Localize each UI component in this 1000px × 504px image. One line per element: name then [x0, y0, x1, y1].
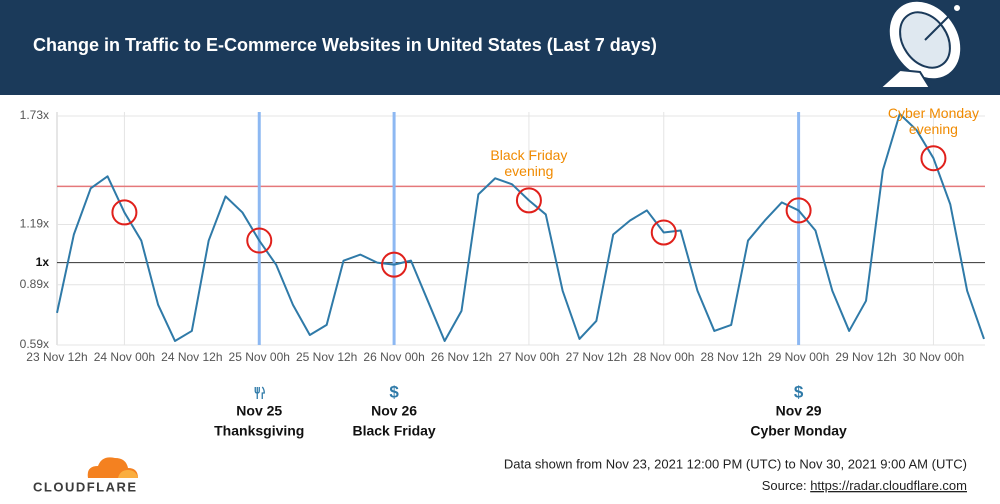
highlight-circle [381, 251, 408, 278]
event-date: Nov 26 [371, 403, 417, 419]
x-tick-label: 25 Nov 00h [229, 350, 290, 364]
knife [261, 386, 265, 399]
x-tick-label: 30 Nov 00h [903, 350, 964, 364]
x-tick-label: 27 Nov 00h [498, 350, 559, 364]
y-tick-label: 0.89x [20, 277, 49, 291]
source-label: Source: [762, 478, 807, 493]
x-tick-label: 24 Nov 00h [94, 350, 155, 364]
x-tick-label: 29 Nov 00h [768, 350, 829, 364]
highlight-circle [515, 187, 542, 214]
event-label: Cyber Monday [750, 423, 847, 439]
x-tick-label: 24 Nov 12h [161, 350, 222, 364]
header-band [0, 0, 1000, 95]
chart-title: Change in Traffic to E-Commerce Websites… [33, 35, 657, 55]
source-link[interactable]: https://radar.cloudflare.com [810, 478, 967, 493]
highlight-circle [650, 219, 677, 246]
annotation: Cyber Monday [888, 105, 979, 121]
x-tick-label: 28 Nov 12h [700, 350, 761, 364]
highlight-circle [920, 145, 947, 172]
event-icon: $ [389, 382, 399, 401]
event-icon: $ [794, 382, 804, 401]
event-label: Thanksgiving [214, 423, 304, 439]
footer-source: Source: https://radar.cloudflare.com [762, 478, 967, 493]
cloudflare-logo [87, 457, 138, 478]
y-tick-label: 0.59x [20, 337, 49, 351]
x-tick-label: 28 Nov 00h [633, 350, 694, 364]
fork [254, 387, 260, 399]
event-date: Nov 29 [776, 403, 822, 419]
highlight-circle [785, 197, 812, 224]
satellite-icon [877, 0, 963, 89]
event-date: Nov 25 [236, 403, 282, 419]
event-label: Black Friday [352, 423, 435, 439]
y-tick-label: 1x [36, 255, 50, 269]
highlight-circle [246, 227, 273, 254]
annotation: evening [504, 163, 553, 179]
annotation: Black Friday [490, 147, 567, 163]
x-tick-label: 27 Nov 12h [566, 350, 627, 364]
y-tick-label: 1.19x [20, 217, 49, 231]
x-tick-label: 23 Nov 12h [26, 350, 87, 364]
highlight-circle [111, 199, 138, 226]
x-tick-label: 26 Nov 12h [431, 350, 492, 364]
x-tick-label: 26 Nov 00h [363, 350, 424, 364]
logo-text: CLOUDFLARE [33, 479, 138, 494]
annotation: evening [909, 121, 958, 137]
event-icon [254, 386, 265, 399]
x-tick-label: 25 Nov 12h [296, 350, 357, 364]
y-tick-label: 1.73x [20, 108, 49, 122]
x-tick-label: 29 Nov 12h [835, 350, 896, 364]
footer-note: Data shown from Nov 23, 2021 12:00 PM (U… [504, 456, 967, 471]
